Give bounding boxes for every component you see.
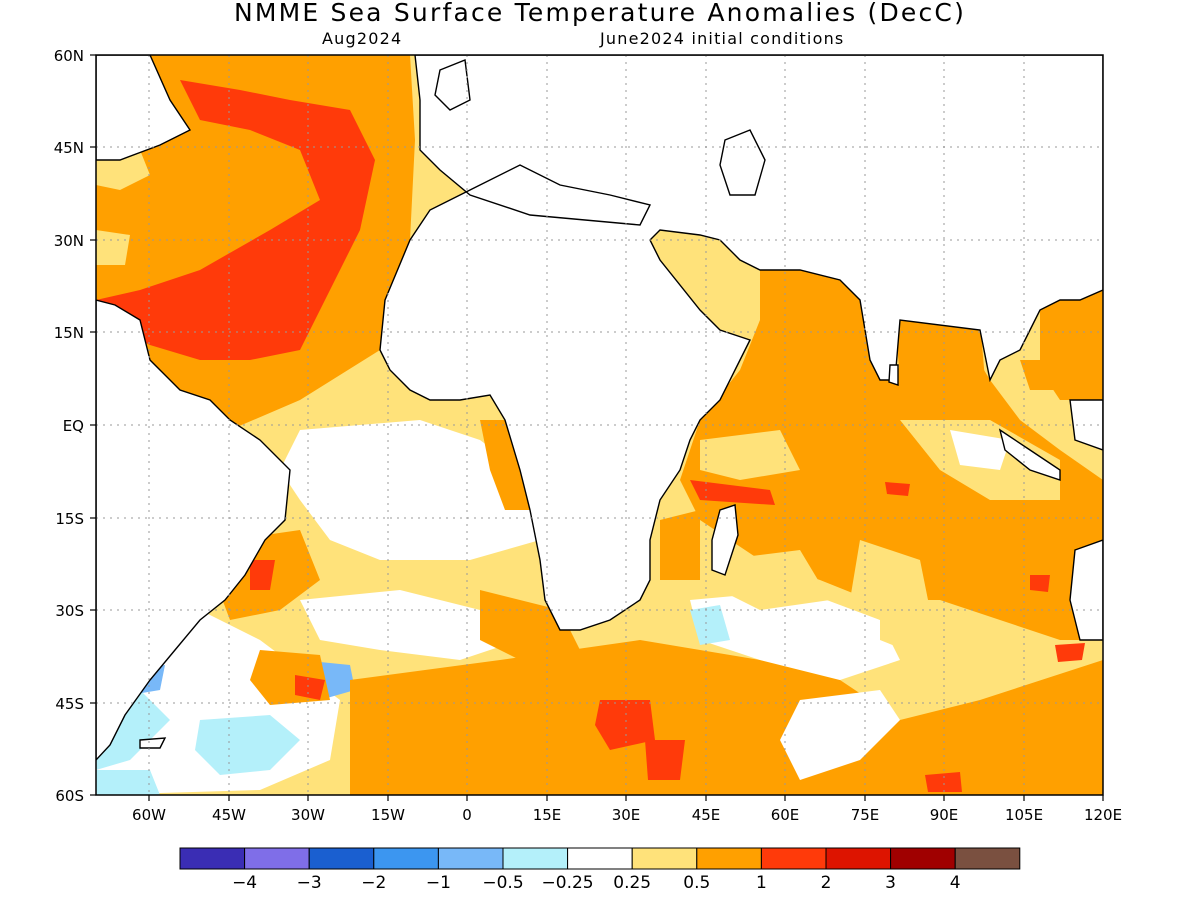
colorbar-swatch [696,847,762,870]
colorbar-swatch [437,847,504,870]
lat-label: 45S [55,695,84,713]
colorbar-label: 3 [885,873,896,893]
colorbar-label: −4 [232,873,257,893]
colorbar-label: −0.25 [542,873,594,893]
map-title: NMME Sea Surface Temperature Anomalies (… [233,0,967,27]
lon-label: 60E [771,806,800,824]
lon-label: 45W [212,806,246,824]
colorbar-swatch [825,847,892,870]
north-atlantic-hot-region [96,80,375,360]
lat-label: EQ [63,417,84,435]
forecast-month: Aug2024 [322,29,403,48]
colorbar-label: −2 [361,873,386,893]
colorbar-swatch [631,847,698,870]
lon-label: 45E [692,806,721,824]
colorbar-swatch [954,847,1021,870]
gridlines [96,55,1103,795]
colorbar-label: 1 [756,873,767,893]
lat-label: 30S [55,602,84,620]
initial-conditions: June2024 initial conditions [600,29,845,48]
lon-label: 30E [612,806,641,824]
colorbar: −4 −3 −2 −1 −0.5 −0.25 0.25 0.5 1 2 3 4 [179,847,1021,893]
colorbar-swatch [373,847,439,870]
land-masses [96,55,1103,762]
lon-label: 0 [462,806,472,824]
colorbar-label: 2 [821,873,832,893]
south-atlantic-neutral-region [280,420,540,560]
colorbar-label: −3 [297,873,322,893]
lat-label: 15S [55,510,84,528]
lat-label: 45N [54,139,84,157]
southern-ocean-warm-region [350,640,1103,795]
lon-label: 15E [533,806,562,824]
lon-label: 75E [851,806,880,824]
colorbar-label: 4 [950,873,961,893]
colorbar-swatch [890,847,956,870]
colorbar-swatch [244,847,310,870]
latitude-labels: 60N 45N 30N 15N EQ 15S 30S 45S 60S [54,47,84,805]
colorbar-swatch [760,847,827,870]
lon-label: 90E [930,806,959,824]
lon-label: 15W [371,806,405,824]
colorbar-swatch [179,847,246,870]
indian-ocean-warm-region [680,270,1103,640]
colorbar-label: 0.5 [683,873,710,893]
lon-label: 120E [1084,806,1122,824]
colorbar-label: 0.25 [613,873,651,893]
lat-label: 30N [54,232,84,250]
lat-label: 60S [55,787,84,805]
lon-label: 60W [132,806,166,824]
lon-label: 105E [1005,806,1043,824]
colorbar-swatch [567,847,633,870]
lat-label: 60N [54,47,84,65]
lat-label: 15N [54,324,84,342]
longitude-labels: 60W 45W 30W 15W 0 15E 30E 45E 60E 75E 90… [132,806,1122,824]
lon-label: 30W [291,806,325,824]
colorbar-label: −1 [426,873,451,893]
colorbar-swatch [308,847,375,870]
colorbar-swatch [502,847,569,870]
colorbar-label: −0.5 [482,873,523,893]
